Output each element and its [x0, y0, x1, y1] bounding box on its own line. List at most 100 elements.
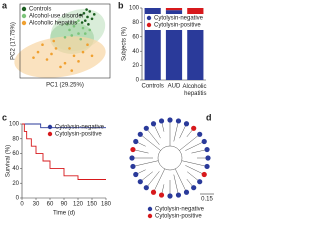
point	[79, 13, 83, 17]
bar	[165, 8, 183, 11]
leaf	[150, 189, 157, 195]
point	[52, 39, 56, 43]
x-tick-label: Controls	[141, 84, 163, 90]
panel-label: d	[206, 112, 212, 122]
point	[70, 34, 74, 37]
legend-marker	[21, 6, 27, 12]
point	[68, 47, 71, 50]
point	[65, 23, 69, 26]
branch	[185, 141, 205, 151]
leaf	[197, 179, 203, 185]
x-tick-label: 180	[101, 202, 112, 208]
leaf	[191, 185, 197, 191]
point	[41, 43, 44, 46]
x-tick-label: 0	[20, 202, 24, 208]
legend-label: Controls	[29, 7, 51, 13]
point	[87, 23, 90, 26]
bar	[187, 29, 204, 81]
y-tick-label: 0	[16, 196, 20, 202]
y-tick-label: 80	[132, 20, 139, 26]
point	[92, 13, 96, 16]
point	[68, 28, 71, 32]
leaf	[204, 146, 210, 153]
point	[32, 56, 35, 59]
leaf	[137, 179, 143, 185]
panel-label: a	[2, 0, 8, 10]
leaf	[143, 125, 149, 131]
branch	[179, 123, 187, 139]
leaf	[201, 171, 207, 178]
y-axis-label: Survival (%)	[6, 145, 12, 177]
point	[81, 26, 85, 30]
legend-marker	[21, 20, 27, 26]
legend-label: Cytolysin-negative	[155, 207, 205, 213]
leaf	[167, 193, 173, 199]
y-tick-label: 60	[12, 151, 19, 157]
point	[85, 8, 88, 11]
legend-marker	[47, 131, 53, 137]
leaf	[197, 131, 203, 137]
leaf	[183, 189, 190, 195]
legend-marker	[146, 22, 152, 28]
leaf	[133, 138, 139, 145]
legend-label: Cytolysin-positive	[55, 132, 102, 138]
legend-marker	[21, 13, 27, 19]
x-axis-label: PC1 (29.25%)	[46, 83, 84, 89]
leaf	[167, 117, 173, 123]
point	[54, 47, 58, 50]
point	[59, 65, 62, 69]
x-axis-label: Time (d)	[53, 211, 75, 217]
x-tick-label: 90	[61, 202, 68, 208]
point	[45, 58, 49, 61]
x-tick-label: 150	[87, 202, 98, 208]
point	[82, 11, 86, 15]
x-tick-label: AUD	[168, 84, 181, 90]
legend-bg	[145, 14, 207, 30]
branch	[187, 171, 200, 182]
legend-label: Alcoholic hepatitis	[29, 21, 77, 27]
branch	[181, 160, 208, 167]
panel-label: c	[2, 112, 7, 122]
point	[86, 15, 89, 19]
point	[36, 50, 40, 54]
point	[83, 19, 87, 22]
point	[88, 10, 92, 13]
y-tick-label: 20	[12, 181, 19, 187]
line	[22, 123, 106, 129]
panel-label: b	[118, 0, 124, 10]
point	[63, 36, 67, 39]
leaf	[158, 118, 165, 124]
branch	[191, 149, 208, 154]
point	[77, 32, 80, 35]
branch	[179, 134, 200, 151]
legend-label: Cytolysin-positive	[154, 23, 201, 29]
y-tick-label: 100	[9, 122, 20, 128]
y-tick-label: 100	[129, 6, 140, 12]
leaf	[158, 192, 165, 198]
leaf	[133, 171, 139, 178]
point	[86, 43, 89, 46]
leaf	[191, 125, 197, 131]
branch	[132, 160, 159, 167]
branch	[140, 171, 153, 182]
leaf	[150, 121, 157, 127]
y-tick-label: 40	[132, 49, 139, 55]
y-tick-label: 80	[12, 136, 19, 142]
point	[79, 37, 83, 41]
core	[157, 145, 183, 171]
point	[83, 32, 87, 35]
branch	[146, 171, 160, 188]
branch	[185, 165, 205, 175]
leaf	[130, 163, 136, 170]
leaf	[201, 138, 207, 145]
point	[88, 28, 92, 32]
leaf	[130, 146, 136, 153]
point	[80, 21, 84, 24]
plot-frame	[19, 3, 111, 79]
branch	[153, 168, 166, 193]
x-tick-label: 60	[47, 202, 54, 208]
ellipse	[14, 36, 106, 78]
leaf	[204, 163, 210, 170]
legend-label: Cytolysin-positive	[155, 214, 202, 220]
